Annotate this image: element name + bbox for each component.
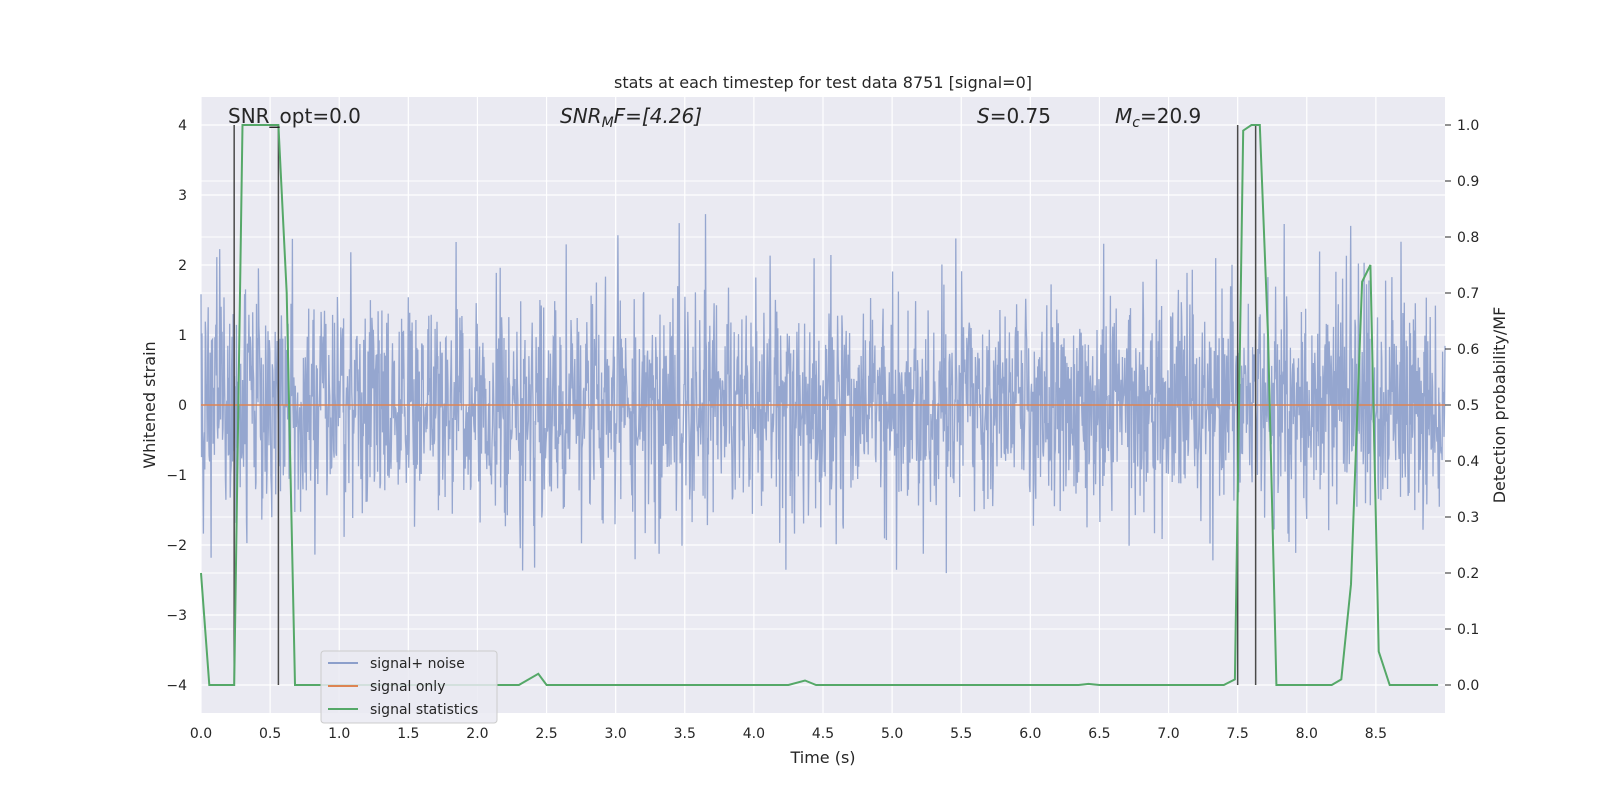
x-tick-label-8: 4.0 xyxy=(743,726,765,742)
legend-label-signal: signal only xyxy=(370,679,445,695)
x-tick-label-2: 1.0 xyxy=(328,726,350,742)
legend-box xyxy=(320,650,498,724)
x-tick-label-4: 2.0 xyxy=(466,726,488,742)
statistics-line xyxy=(200,124,1439,686)
annotation-snr-mf: SNRMF=[4.26] xyxy=(560,104,702,131)
annotation-mc: Mc=20.9 xyxy=(1115,104,1201,131)
mc-sub: c xyxy=(1132,115,1140,131)
y-right-tick-label-2: 0.2 xyxy=(1457,566,1479,582)
y-right-tick-label-0: 0.0 xyxy=(1457,678,1479,694)
y-left-tick-label-7: 3 xyxy=(178,188,187,204)
legend: signal+ noise signal only signal statist… xyxy=(320,650,498,724)
y-left-tick-label-5: 1 xyxy=(178,328,187,344)
x-tick-label-12: 6.0 xyxy=(1019,726,1041,742)
mc-main: M xyxy=(1115,104,1132,128)
y-right-tick-label-4: 0.4 xyxy=(1457,454,1479,470)
chart-title: stats at each timestep for test data 875… xyxy=(614,73,1032,92)
x-tick-label-6: 3.0 xyxy=(605,726,627,742)
y-right-tick-label-8: 0.8 xyxy=(1457,230,1479,246)
statistics-series xyxy=(200,124,1439,686)
y-left-tick-label-8: 4 xyxy=(178,118,187,134)
snr-mf-sub: M xyxy=(602,115,614,131)
s-main: S xyxy=(977,104,990,128)
x-tick-label-9: 4.5 xyxy=(812,726,834,742)
x-tick-label-5: 2.5 xyxy=(535,726,557,742)
x-tick-label-10: 5.0 xyxy=(881,726,903,742)
y-axis-label-right: Detection probability/MF xyxy=(1490,307,1509,504)
legend-label-noise: signal+ noise xyxy=(370,656,465,672)
y-right-tick-labels: 0.0 0.1 0.2 0.3 0.4 0.5 0.6 0.7 0.8 0.9 1.0 xyxy=(1445,118,1479,694)
y-left-tick-labels: −4 −3 −2 −1 0 1 2 3 4 xyxy=(166,118,187,694)
annotation-s: S=0.75 xyxy=(977,104,1051,128)
x-tick-label-17: 8.5 xyxy=(1365,726,1387,742)
marker-lines xyxy=(233,125,1257,685)
x-tick-label-15: 7.5 xyxy=(1227,726,1249,742)
snr-mf-rest: F=[4.26] xyxy=(614,104,702,128)
x-tick-label-0: 0.0 xyxy=(190,726,212,742)
annotation-snr-opt: SNR_opt=0.0 xyxy=(228,104,361,128)
x-axis-label: Time (s) xyxy=(789,748,855,767)
y-left-tick-label-4: 0 xyxy=(178,398,187,414)
y-left-tick-label-3: −1 xyxy=(166,468,187,484)
x-tick-label-1: 0.5 xyxy=(259,726,281,742)
y-right-tick-label-10: 1.0 xyxy=(1457,118,1479,134)
x-tick-label-16: 8.0 xyxy=(1296,726,1318,742)
x-tick-label-3: 1.5 xyxy=(397,726,419,742)
x-tick-label-13: 6.5 xyxy=(1088,726,1110,742)
snr-mf-main: SNR xyxy=(560,104,602,128)
y-right-tick-label-1: 0.1 xyxy=(1457,622,1479,638)
y-right-tick-label-9: 0.9 xyxy=(1457,174,1479,190)
y-right-tick-label-5: 0.5 xyxy=(1457,398,1479,414)
y-right-tick-label-7: 0.7 xyxy=(1457,286,1479,302)
y-left-tick-label-2: −2 xyxy=(166,538,187,554)
mc-rest: =20.9 xyxy=(1140,104,1201,128)
x-tick-label-14: 7.0 xyxy=(1157,726,1179,742)
y-left-tick-label-1: −3 xyxy=(166,608,187,624)
legend-label-statistics: signal statistics xyxy=(370,702,478,718)
x-tick-labels: 0.0 0.5 1.0 1.5 2.0 2.5 3.0 3.5 4.0 4.5 5.0 5.5 6.0 6… xyxy=(190,726,1387,742)
s-rest: =0.75 xyxy=(990,104,1051,128)
y-axis-label-left: Whitened strain xyxy=(140,341,159,468)
y-right-tick-label-6: 0.6 xyxy=(1457,342,1479,358)
y-left-tick-label-6: 2 xyxy=(178,258,187,274)
x-tick-label-11: 5.5 xyxy=(950,726,972,742)
x-tick-label-7: 3.5 xyxy=(674,726,696,742)
y-right-tick-label-3: 0.3 xyxy=(1457,510,1479,526)
y-left-tick-label-0: −4 xyxy=(166,678,187,694)
